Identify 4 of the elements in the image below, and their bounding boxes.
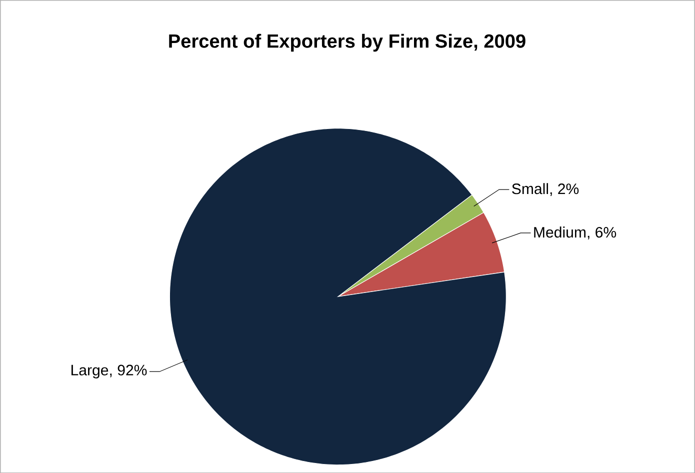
slice-label: Large, 92% — [71, 364, 147, 378]
slice-label: Medium, 6% — [534, 226, 616, 240]
slice-label: Small, 2% — [512, 182, 579, 196]
chart-title: Percent of Exporters by Firm Size, 2009 — [169, 34, 526, 52]
